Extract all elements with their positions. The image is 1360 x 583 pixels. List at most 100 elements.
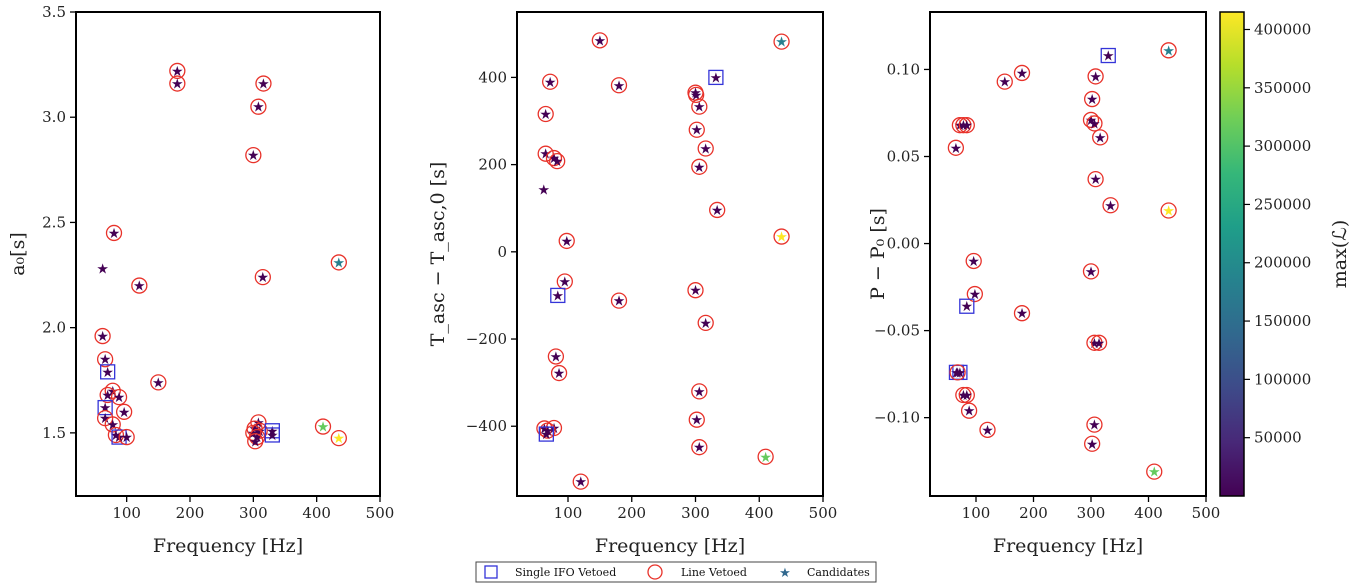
candidate-star-marker: ★: [1093, 336, 1106, 352]
x-tick-label: 400: [302, 504, 331, 522]
axis-ticks: 100 200 300 400 500 1.5 2.0 2.5 3.0 3.5: [42, 3, 394, 522]
line-vetoed-marker: [314, 418, 332, 435]
data-point: ★: [97, 399, 113, 417]
legend-box: [475, 561, 877, 583]
data-point: ★: [264, 427, 280, 444]
y-tick-label: −0.10: [874, 409, 920, 427]
panel-period: ★★★★ ★★★★★★★★★★★ ★★★★★ ★★★★★★★★★★★★★ 100 200…: [867, 11, 1220, 557]
candidate-star-marker: ★: [961, 299, 974, 315]
plot-frame: [75, 11, 381, 497]
single-ifo-marker: [538, 426, 554, 442]
data-point: ★: [110, 388, 128, 406]
legend-single-ifo-label: Single IFO Vetoed: [515, 566, 616, 579]
line-vetoed-marker: [537, 105, 554, 123]
data-point: ★: [538, 426, 554, 443]
data-point: ★: [547, 348, 565, 365]
line-vetoed-marker: [773, 228, 790, 245]
line-vetoed-marker: [247, 433, 264, 450]
line-vetoed-marker: [966, 285, 983, 303]
x-tick-label: 300: [239, 504, 268, 522]
legend-line-vetoed-marker: [647, 564, 663, 580]
x-axis-title: Frequency [Hz]: [595, 535, 745, 557]
line-vetoed-marker: [688, 121, 705, 138]
data-point: ★: [1146, 463, 1163, 481]
candidate-star-marker: ★: [99, 411, 112, 427]
candidate-star-marker: ★: [551, 154, 564, 170]
y-tick-label: 2.5: [42, 213, 66, 231]
x-axis-title: Frequency [Hz]: [153, 535, 303, 557]
line-vetoed-marker: [1086, 334, 1103, 351]
data-point: ★: [100, 364, 116, 381]
y-tick-label: 0.00: [887, 235, 920, 253]
candidate-star-marker: ★: [699, 141, 712, 157]
data-point: ★: [979, 421, 996, 439]
line-vetoed-marker: [687, 86, 705, 103]
x-tick-label: 300: [681, 504, 710, 522]
data-point: ★: [773, 228, 790, 246]
data-point: ★: [610, 77, 628, 94]
candidate-star-marker: ★: [1085, 113, 1098, 129]
x-tick-label: 100: [554, 504, 583, 522]
candidate-star-marker: ★: [152, 375, 165, 391]
candidate-star-marker: ★: [710, 70, 723, 86]
line-vetoed-marker: [150, 374, 167, 391]
line-vetoed-marker: [550, 364, 568, 382]
data-point: ★: [537, 105, 554, 123]
plot-frame: [929, 11, 1207, 497]
line-vetoed-marker: [691, 158, 708, 175]
candidate-star-marker: ★: [1086, 437, 1099, 453]
data-point: ★: [169, 62, 186, 80]
data-point: ★: [1013, 64, 1031, 82]
data-point: ★: [1100, 47, 1116, 65]
data-point: ★: [1160, 42, 1177, 59]
candidate-star-marker: ★: [950, 141, 963, 157]
line-vetoed-marker: [1102, 197, 1119, 214]
data-point: ★: [1102, 197, 1119, 214]
candidate-star-marker: ★: [699, 316, 712, 332]
candidate-star-marker: ★: [552, 288, 565, 304]
line-vetoed-marker: [1084, 90, 1101, 108]
candidate-star-marker: ★: [257, 77, 270, 93]
data-point: ★: [697, 314, 714, 332]
x-tick-label: 500: [1192, 504, 1221, 522]
candidate-star-marker: ★: [118, 405, 131, 421]
line-vetoed-marker: [951, 117, 969, 134]
x-axis-title: Frequency [Hz]: [993, 535, 1143, 557]
line-vetoed-marker: [949, 364, 966, 381]
colorbar-tick-label: 400000: [1254, 20, 1311, 38]
line-vetoed-marker: [104, 416, 121, 433]
y-tick-label: 0.05: [887, 148, 920, 166]
candidate-star-marker: ★: [108, 226, 121, 242]
data-point: ★: [1084, 435, 1101, 453]
data-points: ★★★★ ★★★★★★★★★★★ ★★★★★ ★★★★★★★★★★★★★: [947, 42, 1177, 481]
data-point: ★: [1082, 263, 1100, 280]
candidate-star-marker: ★: [775, 230, 788, 246]
candidate-star-marker: ★: [171, 77, 184, 93]
colorbar-tick-label: 100000: [1254, 370, 1311, 388]
candidate-star-marker: ★: [113, 390, 126, 406]
data-point: ★: [958, 386, 975, 404]
candidate-star-marker: ★: [1162, 203, 1175, 219]
data-point: ★: [330, 254, 347, 271]
y-tick-label: −0.05: [874, 322, 920, 340]
line-vetoed-marker: [572, 473, 589, 490]
axis-ticks: 100 200 300 400 500 −0.10 −0.05 0.00 0.05 0.10: [874, 60, 1220, 522]
line-vetoed-marker: [996, 73, 1013, 90]
candidate-star-marker: ★: [693, 160, 706, 176]
line-vetoed-marker: [697, 140, 714, 157]
candidate-star-marker: ★: [1094, 130, 1107, 146]
line-vetoed-marker: [960, 402, 978, 419]
line-vetoed-marker: [118, 428, 135, 446]
candidate-star-marker: ★: [249, 434, 262, 450]
candidate-star-marker: ★: [690, 413, 703, 429]
data-point: ★: [691, 383, 708, 400]
candidate-star-marker: ★: [574, 475, 587, 491]
data-point: ★: [688, 121, 705, 139]
line-vetoed-marker: [1082, 111, 1100, 129]
line-vetoed-marker: [955, 117, 972, 134]
line-vetoed-marker: [110, 388, 128, 406]
candidate-star-marker: ★: [1088, 418, 1101, 434]
data-point: ★: [959, 298, 975, 315]
line-vetoed-marker: [979, 421, 996, 438]
